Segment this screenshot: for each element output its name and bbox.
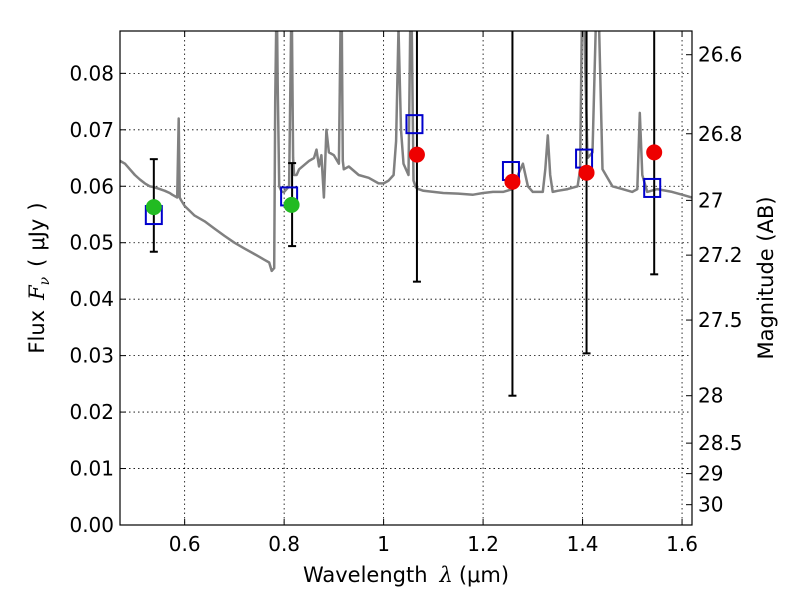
non-detection-point (578, 164, 595, 181)
y2-tick-label: 28 (698, 384, 723, 408)
detection-point (145, 199, 162, 216)
y2-tick-label: 28.5 (698, 431, 743, 455)
y-tick-label: 0.01 (69, 457, 114, 481)
y-tick-label: 0.05 (69, 231, 114, 255)
y-tick-label: 0.06 (69, 174, 114, 198)
non-detection-point (504, 173, 521, 190)
non-detection-point (408, 146, 425, 163)
x-axis-label: Wavelength λ (μm) (303, 563, 509, 587)
y-tick-label: 0.02 (69, 400, 114, 424)
model-flux-square (405, 114, 424, 135)
y2-tick-label: 30 (698, 493, 723, 517)
y2-tick-label: 26.8 (698, 122, 743, 146)
y2-axis-label: Magnitude (AB) (754, 196, 778, 359)
detection-point (283, 196, 300, 213)
y2-tick-label: 27.2 (698, 243, 743, 267)
y-tick-label: 0.04 (69, 287, 114, 311)
y-tick-label: 0.08 (69, 61, 114, 85)
y-tick-label: 0.03 (69, 344, 114, 368)
grid (120, 31, 692, 525)
x-tick-label: 1 (377, 532, 390, 556)
x-tick-label: 0.6 (169, 532, 201, 556)
x-tick-label: 1.4 (567, 532, 599, 556)
y2-tick-label: 27 (698, 188, 723, 212)
y-axis-label: FluxFν(μJy) (25, 202, 53, 353)
y-tick-label: 0.00 (69, 513, 114, 537)
y-tick-label: 0.07 (69, 118, 114, 142)
x-tick-label: 1.2 (467, 532, 499, 556)
x-tick-label: 1.6 (666, 532, 698, 556)
model-flux-square (643, 177, 662, 198)
y2-tick-label: 26.6 (698, 43, 743, 67)
y2-tick-label: 29 (698, 462, 723, 486)
model-spectrum-line (120, 31, 692, 273)
axes-frame (119, 30, 693, 526)
non-detection-point (646, 144, 663, 161)
x-tick-label: 0.8 (268, 532, 300, 556)
y2-tick-label: 27.5 (698, 308, 743, 332)
markers (144, 114, 663, 226)
ticks: 0.6 0.8 1 1.2 1.4 1.6 0.00 0.01 0.02 0.03 0.04 0.05… (69, 31, 743, 556)
